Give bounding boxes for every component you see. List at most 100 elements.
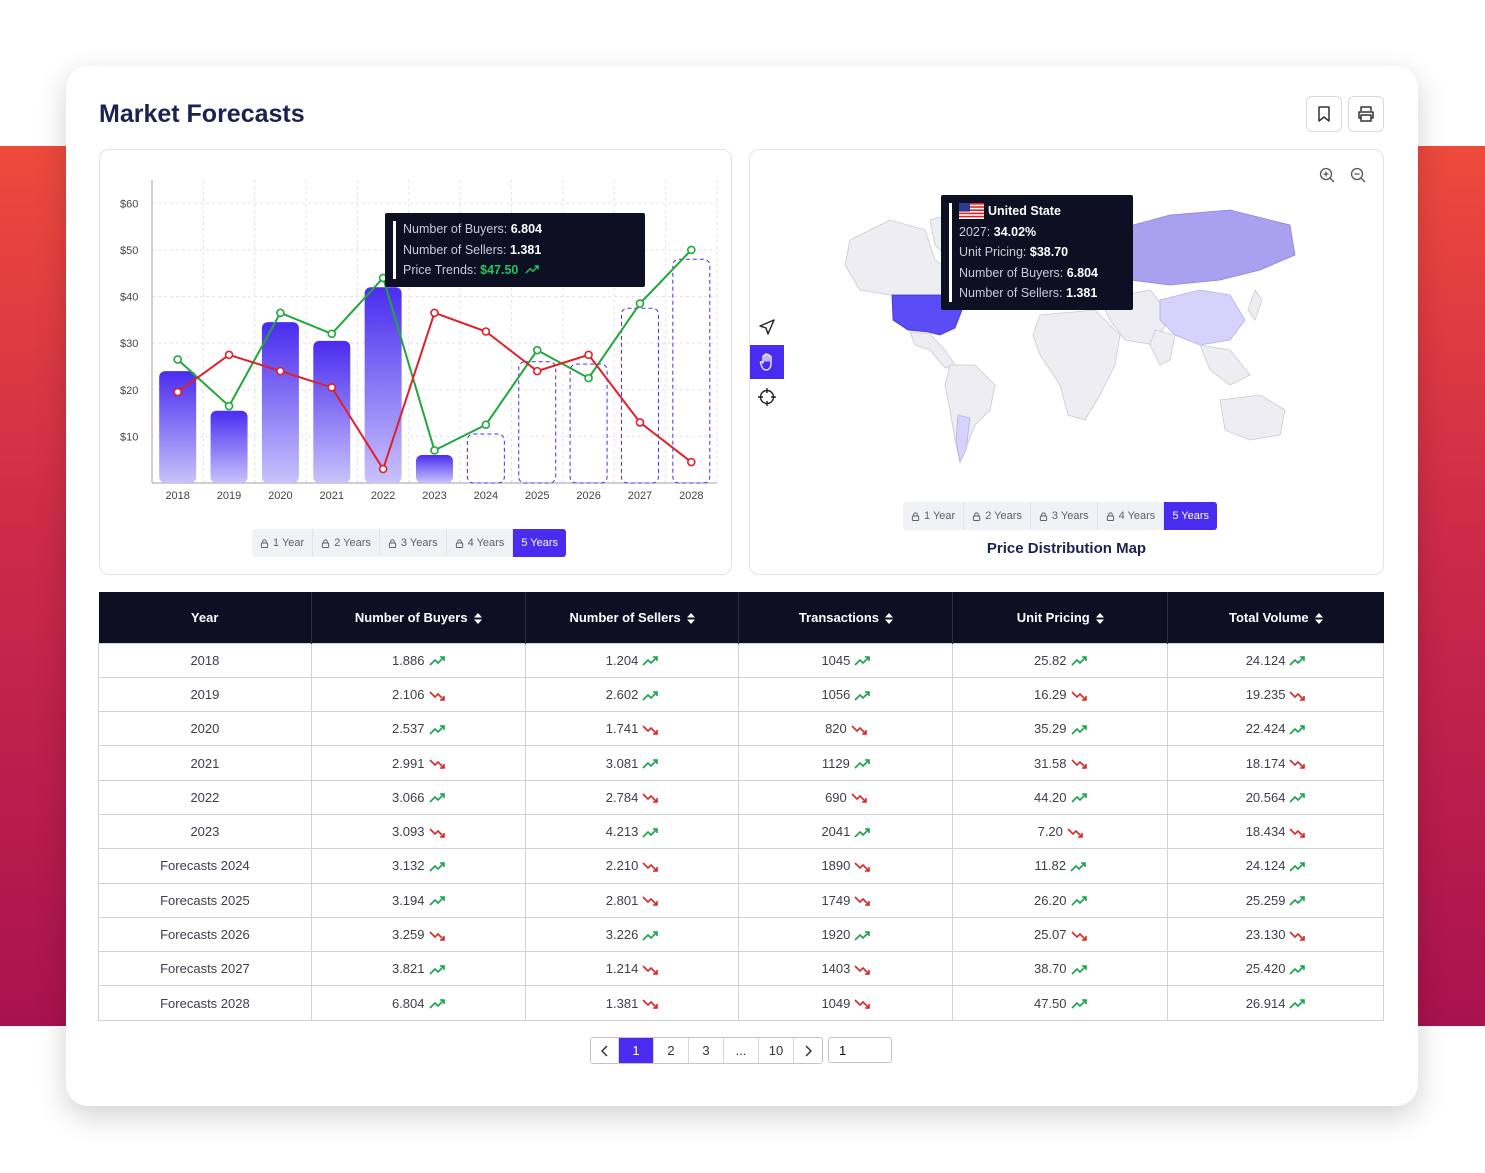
sellers-point-2019[interactable] (224, 350, 234, 360)
value-cell: 1920 (738, 916, 954, 953)
sort-icon[interactable] (885, 612, 894, 624)
trend-down-icon (428, 759, 445, 769)
sellers-point-2021[interactable] (327, 383, 337, 392)
bar-2020[interactable] (261, 322, 299, 483)
column-header-4[interactable]: Unit Pricing (952, 592, 1169, 643)
value-cell: 3.259 (310, 916, 526, 953)
trend-up-icon (428, 656, 445, 666)
buyers-point-2020[interactable] (276, 308, 285, 318)
forecast-bar-2027[interactable] (620, 307, 659, 484)
forecast-bar-2025[interactable] (518, 361, 557, 484)
map-period-option-2[interactable]: 2 Years (964, 502, 1031, 530)
page-button[interactable]: ... (724, 1038, 759, 1063)
map-period-option-4[interactable]: 4 Years (1098, 502, 1165, 530)
chart-period-option-1[interactable]: 1 Year (252, 529, 314, 557)
sellers-point-2027[interactable] (635, 418, 645, 427)
map-period-option-3[interactable]: 3 Years (1031, 502, 1098, 530)
map-period-option-label: 2 Years (985, 510, 1022, 522)
lock-icon (455, 538, 463, 548)
sellers-point-2024[interactable] (481, 327, 491, 336)
x-tick-label: 2028 (679, 490, 703, 502)
buyers-point-2028[interactable] (687, 245, 696, 255)
chart-period-option-5[interactable]: 5 Years (513, 529, 567, 557)
column-header-1[interactable]: Number of Buyers (311, 592, 526, 643)
sort-icon[interactable] (686, 612, 695, 624)
trend-up-icon (1289, 965, 1306, 975)
bar-2021[interactable] (313, 340, 351, 483)
buyers-point-2018[interactable] (173, 355, 182, 364)
zoom-out-button[interactable] (1341, 158, 1375, 192)
next-page-button[interactable] (794, 1038, 822, 1063)
page-button[interactable]: 10 (759, 1038, 794, 1063)
bookmark-button[interactable] (1306, 96, 1342, 132)
buyers-point-2019[interactable] (224, 401, 234, 411)
trend-down-icon (854, 862, 871, 872)
chart-period-option-label: 4 Years (467, 537, 505, 549)
forecast-bar-2028[interactable] (672, 258, 711, 484)
map-period-option-1[interactable]: 1 Year (903, 502, 965, 530)
crosshair-tool-button[interactable] (750, 380, 784, 414)
x-tick-label: 2018 (165, 490, 189, 502)
sort-icon[interactable] (1314, 612, 1323, 624)
value-cell: 1749 (738, 882, 954, 918)
trend-down-icon (1070, 931, 1087, 941)
prev-page-button[interactable] (591, 1038, 619, 1063)
sellers-point-2025[interactable] (532, 366, 542, 376)
navigate-tool-button[interactable] (750, 310, 784, 344)
buyers-point-2027[interactable] (635, 299, 645, 308)
buyers-point-2025[interactable] (532, 345, 542, 355)
bar-2023[interactable] (416, 455, 453, 483)
chart-period-option-label: 2 Years (334, 537, 371, 549)
lock-icon (911, 511, 920, 521)
forecast-bar-2026[interactable] (569, 363, 608, 484)
cell-value: 47.50 (1033, 995, 1067, 1011)
sellers-point-2022[interactable] (378, 464, 388, 474)
trend-up-icon (854, 930, 871, 941)
trend-down-icon (854, 999, 871, 1009)
map-tooltip-buyers-value: 6.804 (1066, 265, 1098, 280)
print-button[interactable] (1348, 96, 1384, 132)
sellers-point-2023[interactable] (430, 308, 439, 318)
sort-icon[interactable] (473, 612, 482, 624)
table-row: 2018 1.886 1.204 1045 25.82 24.124 (98, 642, 1384, 678)
cell-value: 31.58 (1033, 755, 1067, 771)
lock-icon (1106, 511, 1114, 521)
goto-page-input[interactable]: 1 (828, 1037, 892, 1063)
tooltip-price-value: $47.50 (480, 263, 519, 277)
value-cell: 1890 (738, 848, 954, 884)
bar-2022[interactable] (364, 287, 402, 483)
sellers-point-2018[interactable] (173, 387, 182, 397)
trend-down-icon (854, 896, 871, 907)
page-button[interactable]: 2 (654, 1038, 689, 1063)
trend-up-icon (428, 724, 445, 735)
trend-down-icon (1070, 759, 1087, 769)
bar-2018[interactable] (159, 371, 197, 483)
sort-icon[interactable] (1095, 612, 1104, 624)
zoom-in-button[interactable] (1310, 158, 1344, 192)
chart-period-option-2[interactable]: 2 Years (313, 529, 380, 557)
hand-tool-button[interactable] (750, 345, 784, 379)
sellers-point-2020[interactable] (276, 366, 285, 376)
page-button[interactable]: 1 (619, 1038, 654, 1063)
cell-value: 18.174 (1245, 755, 1286, 771)
buyers-point-2021[interactable] (327, 329, 337, 339)
forecast-bar-2024[interactable] (466, 433, 505, 484)
column-header-3[interactable]: Transactions (738, 592, 954, 643)
sellers-point-2028[interactable] (687, 457, 696, 467)
column-header-5[interactable]: Total Volume (1167, 592, 1384, 643)
map-period-option-5[interactable]: 5 Years (1164, 502, 1218, 530)
page-button[interactable]: 3 (689, 1038, 724, 1063)
buyers-point-2024[interactable] (481, 420, 491, 430)
column-header-2[interactable]: Number of Sellers (525, 592, 740, 643)
buyers-point-2023[interactable] (430, 446, 439, 455)
buyers-point-2026[interactable] (584, 373, 593, 383)
chart-period-option-3[interactable]: 3 Years (380, 529, 447, 557)
bar-2019[interactable] (210, 410, 248, 483)
cell-value: 2.991 (391, 755, 425, 771)
y-tick-label: $40 (120, 292, 138, 304)
value-cell: 2.991 (310, 745, 526, 781)
cell-value: 3.226 (605, 927, 639, 943)
value-cell: 22.424 (1167, 711, 1384, 747)
sellers-point-2026[interactable] (584, 350, 593, 360)
chart-period-option-4[interactable]: 4 Years (447, 529, 514, 557)
